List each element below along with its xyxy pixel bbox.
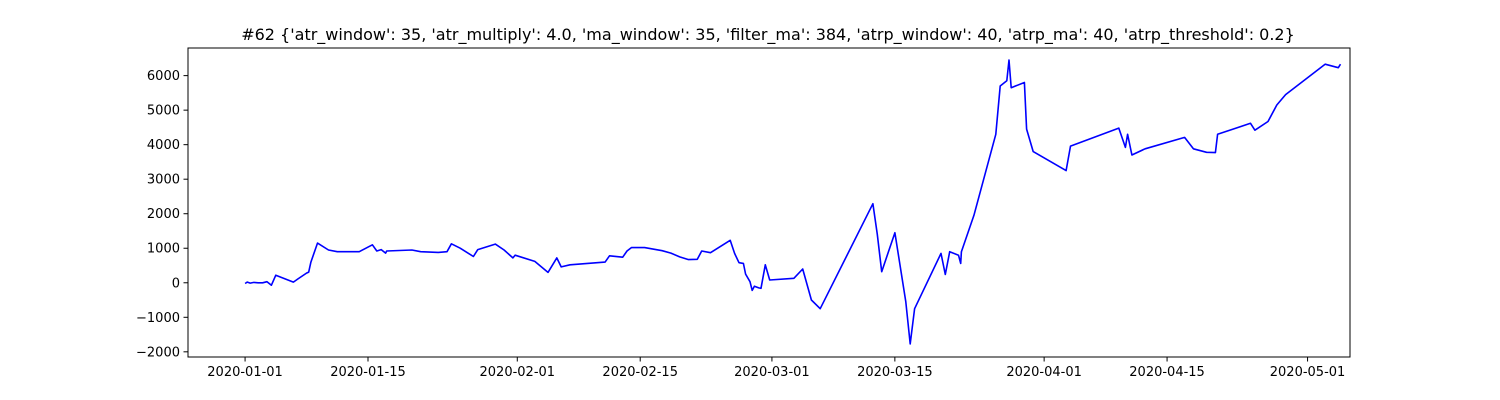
x-tick-label: 2020-04-15 [1129, 365, 1205, 380]
y-tick-label: 1000 [147, 242, 180, 257]
plot-frame [187, 47, 1351, 358]
y-tick-label: 5000 [147, 104, 180, 119]
y-tick-label: 0 [172, 276, 180, 291]
x-axis: 2020-01-01 2020-01-15 2020-02-01 2020-02-15… [207, 357, 1345, 380]
x-tick-label: 2020-03-15 [857, 365, 933, 380]
y-tick-label: −1000 [136, 311, 180, 326]
x-tick-label: 2020-03-01 [734, 365, 810, 380]
x-tick-label: 2020-02-01 [480, 365, 556, 380]
x-tick-label: 2020-02-15 [602, 365, 678, 380]
x-tick-label: 2020-04-01 [1006, 365, 1082, 380]
chart-title: #62 {'atr_window': 35, 'atr_multiply': 4… [241, 25, 1295, 45]
y-tick-label: −2000 [136, 345, 180, 360]
y-tick-label: 4000 [147, 138, 180, 153]
y-tick-label: 6000 [147, 69, 180, 84]
x-tick-label: 2020-01-01 [207, 365, 283, 380]
y-tick-label: 3000 [147, 173, 180, 188]
x-tick-label: 2020-05-01 [1270, 365, 1346, 380]
x-tick-label: 2020-01-15 [330, 365, 406, 380]
y-axis: −2000 −1000 0 1000 2000 3000 4000 5000 6000 [136, 69, 188, 360]
y-tick-label: 2000 [147, 207, 180, 222]
series-line-0 [244, 59, 1342, 345]
